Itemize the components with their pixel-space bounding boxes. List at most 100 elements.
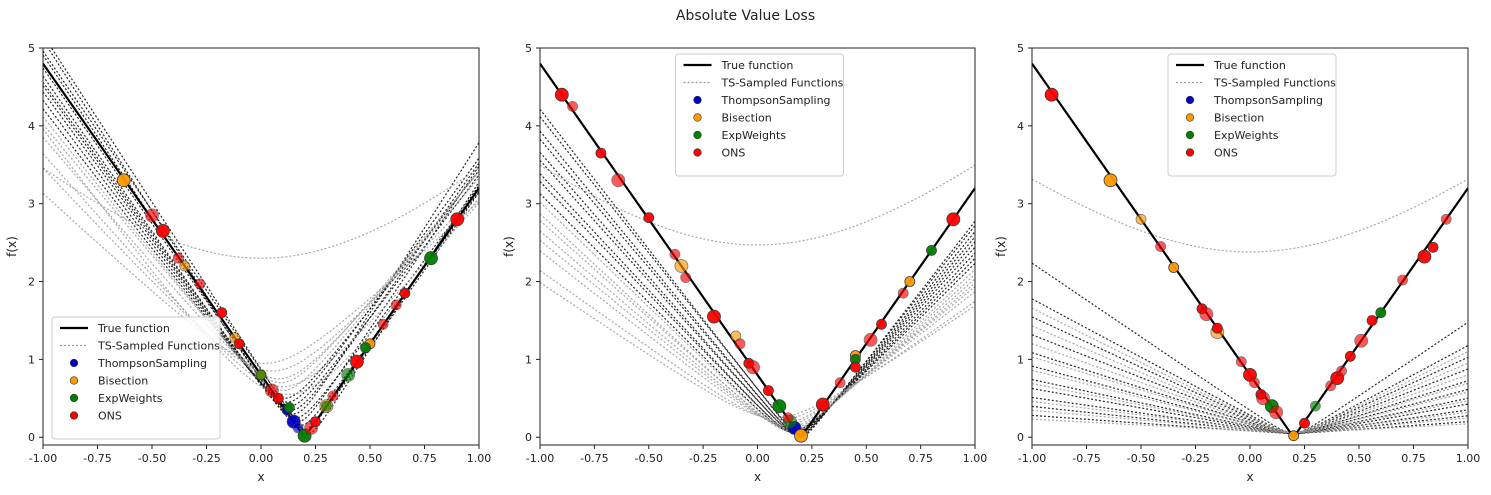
expweights-point [341,367,356,382]
ons-point [450,212,465,227]
ons-point [1397,274,1408,286]
ons-point [349,354,364,369]
legend-swatch-ons [1185,148,1195,157]
legend-label-ts: TS-Sampled Functions [721,77,844,90]
x-tick-label: 0.75 [412,452,437,465]
ons-point [1336,365,1347,377]
y-tick-label: 1 [28,353,35,366]
legend-swatch-bisection [69,376,79,385]
legend-swatch-ons [693,148,702,157]
bisection-point [1103,173,1118,188]
y-tick-label: 4 [525,120,532,133]
ons-point [216,307,228,319]
ts-sampled-function-line [43,167,479,372]
ts-sampled-function-line [1032,409,1468,434]
ts-sampled-function-line [43,192,479,364]
legend-label-ons: ONS [722,147,746,160]
legend-label-thompson: ThompsonSampling [97,357,207,370]
ts-sampled-function-line [1032,400,1468,434]
ons-point [707,309,721,324]
ts-sampled-function-line [540,181,975,434]
y-tick-label: 3 [1017,198,1024,211]
ons-point [1299,417,1310,429]
x-tick-label: -0.50 [1127,452,1155,465]
ons-point [1155,241,1166,252]
ts-sampled-function-line [540,239,975,427]
expweights-point [772,399,787,414]
y-tick-label: 4 [1017,120,1024,133]
legend-label-bisection: Bisection [722,112,772,125]
legend-swatch-thompson [693,95,702,105]
x-tick-label: 1.00 [467,452,492,465]
ts-sampled-function-line [43,167,479,259]
ts-sampled-function-line [1032,352,1468,434]
ts-sampled-function-line [1032,307,1468,434]
x-tick-label: 1.00 [1456,452,1481,465]
ts-sampled-function-line [540,173,975,434]
bisection-point [794,428,808,443]
x-tick-label: -0.50 [635,452,663,465]
ons-point [595,147,607,159]
legend: True function TS-Sampled Functions Thompso… [51,316,221,440]
legend-label-expweights: ExpWeights [722,129,787,142]
y-tick-label: 2 [1017,276,1024,289]
ons-point [1427,241,1439,253]
ts-sampled-function-line [540,159,975,434]
ts-sampled-function-line [540,108,975,438]
ts-sampled-function-line [540,116,975,437]
legend: True function TS-Sampled Functions Thompso… [675,53,844,177]
expweights-point [1375,307,1387,319]
ts-sampled-function-line [1032,316,1468,434]
bisection-point [1168,262,1180,273]
y-tick-label: 4 [28,120,35,133]
ons-point [1256,391,1270,406]
legend-swatch-expweights [693,130,702,140]
ons-point [834,377,846,389]
ons-point [399,287,411,299]
ts-sampled-function-line [540,213,975,432]
ons-point [643,212,655,224]
x-tick-label: 0.50 [358,452,383,465]
expweights-point [360,342,372,354]
bisection-point [116,173,131,188]
ons-point [233,338,245,350]
ons-point [782,412,794,424]
plot-area [1032,62,1468,442]
ons-point [155,223,170,238]
y-tick-label: 1 [525,353,532,366]
ts-sampled-function-line [540,250,975,424]
legend-label-ons: ONS [98,410,122,423]
ts-sampled-function-line [43,99,479,407]
ts-sampled-function-line [1032,262,1468,434]
x-tick-label: -0.75 [83,452,111,465]
legend-box [675,53,844,177]
ons-point [554,87,569,102]
ts-sampled-function-line [540,193,975,433]
ts-sampled-function-line [50,48,479,434]
ons-point [863,332,878,347]
x-axis-label: x [754,470,761,484]
legend-box [1167,53,1337,177]
y-tick-label: 0 [28,431,35,444]
legend-box [51,316,221,440]
ts-sampled-function-line [540,270,975,421]
figure-title: Absolute Value Loss [675,8,816,24]
legend-swatch-expweights [1185,130,1195,140]
y-tick-label: 1 [1017,353,1024,366]
ons-point [1440,213,1452,225]
ons-point [264,383,279,398]
ts-sampled-function-line [1032,387,1468,434]
chart-panel-middle: -1.00 -0.75 -0.50 -0.25 0.00 0.25 0.50 0.75 1.00… [502,42,987,484]
ts-sampled-function-line [1032,369,1468,434]
ons-point [310,416,321,428]
y-tick-label: 5 [28,42,35,55]
legend-swatch-thompson [69,358,79,368]
plot-area [43,48,479,443]
legend-label-ons: ONS [1214,147,1238,160]
ts-sampled-function-line [1032,178,1468,253]
legend-label-expweights: ExpWeights [98,392,163,405]
x-tick-label: 0.25 [303,452,328,465]
x-tick-label: -1.00 [1018,452,1046,465]
ons-point [850,361,861,373]
chart-panel-right: -1.00 -0.75 -0.50 -0.25 0.00 0.25 0.50 0.75 1.00… [994,42,1480,484]
